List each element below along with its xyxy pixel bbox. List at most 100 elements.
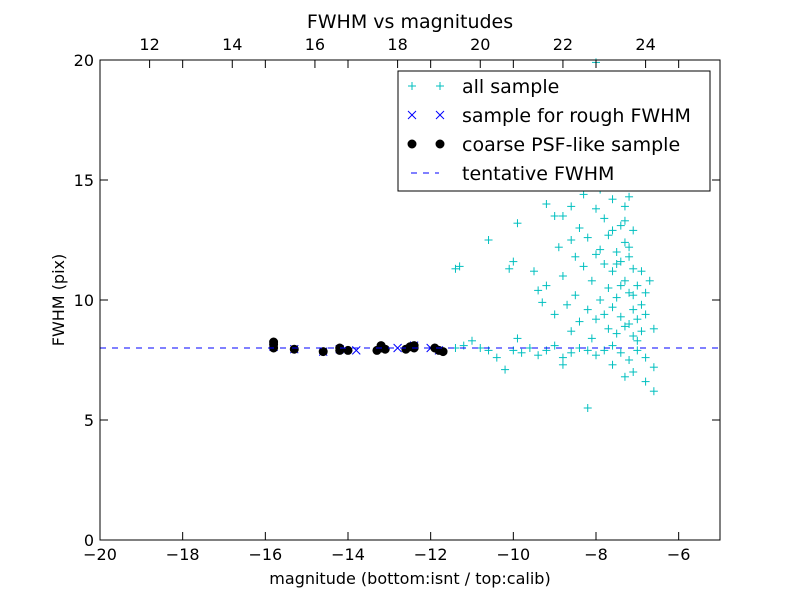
series-0-point-111 — [629, 264, 638, 273]
y-tick-label-2: 10 — [74, 291, 94, 310]
series-0-point-31 — [534, 286, 543, 295]
series-0-point-6 — [501, 365, 510, 374]
y-tick-label-1: 5 — [84, 411, 94, 430]
top-tick-label-1: 14 — [222, 35, 242, 54]
series-0-point-97 — [558, 360, 567, 369]
series-0-point-25 — [455, 262, 464, 271]
y-tick-label-3: 15 — [74, 171, 94, 190]
series-0-point-83 — [633, 336, 642, 345]
series-0-point-112 — [625, 243, 634, 252]
series-2-point-18 — [438, 347, 448, 357]
series-0-point-69 — [612, 329, 621, 338]
series-0-point-84 — [637, 300, 646, 309]
series-1-point-6-b — [393, 343, 402, 353]
series-2-point-2 — [269, 337, 279, 347]
series-0-point-32 — [542, 200, 551, 208]
series-0-point-33 — [542, 281, 551, 290]
series-0 — [451, 58, 658, 412]
legend-label-2: coarse PSF-like sample — [462, 134, 680, 156]
series-0-point-109 — [629, 226, 638, 235]
series-0-point-38 — [558, 212, 567, 220]
series-0-point-20 — [608, 341, 617, 350]
series-0-point-81 — [633, 281, 642, 290]
series-0-point-77 — [625, 320, 634, 328]
chart-title: FWHM vs magnitudes — [307, 11, 513, 33]
series-0-point-24 — [451, 264, 460, 273]
plot-marks — [100, 58, 720, 412]
legend-box — [397, 70, 711, 192]
top-tick-label-2: 16 — [305, 35, 325, 54]
series-0-point-60 — [600, 214, 609, 223]
series-0-point-49 — [583, 233, 592, 242]
series-0-point-46 — [579, 190, 588, 199]
series-0-point-71 — [616, 257, 625, 266]
series-0-point-27 — [505, 264, 514, 273]
series-0-point-94 — [583, 404, 592, 412]
series-0-point-73 — [620, 276, 629, 285]
legend-marker-b-1-b — [435, 110, 445, 120]
legend-entry-2: coarse PSF-like sample — [407, 134, 680, 156]
series-0-point-72 — [616, 312, 625, 321]
series-0-point-53 — [592, 250, 600, 259]
series-0-point-63 — [604, 324, 613, 333]
series-0-point-29 — [509, 257, 518, 266]
series-0-point-86 — [641, 310, 650, 319]
legend-marker-a-1-b — [407, 110, 417, 120]
series-0-point-110 — [620, 216, 629, 225]
legend-marker-b-1 — [435, 110, 445, 120]
series-0-point-5 — [492, 353, 501, 362]
series-0-point-59 — [600, 310, 609, 319]
series-0-point-39 — [563, 300, 572, 309]
legend-label-1: sample for rough FWHM — [462, 105, 691, 127]
x-tick-label-4: −12 — [414, 545, 448, 564]
series-0-point-89 — [649, 324, 658, 333]
series-0-point-35 — [550, 310, 559, 319]
x-tick-label-1: −18 — [166, 545, 200, 564]
series-0-point-62 — [604, 284, 613, 292]
axes: −20 −18 −16 −14 −12 −10 −8 −6 0 5 10 15 20 12 14 16 18 20… — [74, 35, 720, 564]
series-2-point-11 — [380, 344, 390, 354]
top-tick-label-4: 20 — [470, 35, 490, 54]
top-tick-label-3: 18 — [387, 35, 407, 54]
legend-marker-a-1 — [407, 110, 417, 120]
series-0-point-51 — [587, 334, 596, 343]
series-0-point-61 — [604, 231, 613, 240]
series-0-point-76 — [625, 288, 634, 297]
series-0-point-105 — [620, 202, 629, 211]
series-0-point-116 — [629, 291, 638, 300]
series-0-point-82 — [633, 315, 642, 324]
series-0-point-90 — [649, 363, 658, 372]
series-0-point-64 — [608, 195, 617, 204]
legend-marker-b-2 — [435, 139, 445, 149]
x-tick-label-3: −14 — [331, 545, 365, 564]
series-0-point-74 — [620, 322, 629, 331]
legend-marker-a-2 — [407, 139, 417, 149]
series-0-point-36 — [554, 243, 563, 252]
series-0-point-80 — [629, 332, 638, 340]
series-0-point-8 — [513, 334, 522, 343]
y-axis-label: FWHM (pix) — [49, 254, 68, 347]
y-tick-label-0: 0 — [84, 531, 94, 550]
series-0-point-67 — [612, 248, 621, 256]
series-0-point-58 — [600, 260, 609, 268]
series-0-point-57 — [596, 296, 605, 304]
series-1-point-6 — [393, 343, 402, 353]
series-0-point-22 — [625, 356, 634, 364]
series-0-point-26 — [484, 236, 493, 244]
series-0-point-56 — [596, 245, 605, 254]
series-0-point-40 — [567, 236, 576, 244]
series-0-point-23 — [633, 346, 642, 355]
series-0-point-9 — [517, 348, 526, 357]
series-0-point-70 — [616, 221, 625, 230]
series-2 — [269, 337, 448, 357]
series-0-point-42 — [571, 252, 580, 261]
series-0-point-45 — [575, 317, 584, 326]
series-0-point-114 — [612, 260, 621, 268]
series-0-point-41 — [567, 327, 576, 336]
legend-entry-3: tentative FWHM — [411, 163, 614, 185]
series-0-point-93 — [629, 368, 638, 376]
series-2-point-4 — [318, 347, 328, 357]
y-tick-label-4: 20 — [74, 51, 94, 70]
series-0-point-50 — [587, 276, 596, 285]
